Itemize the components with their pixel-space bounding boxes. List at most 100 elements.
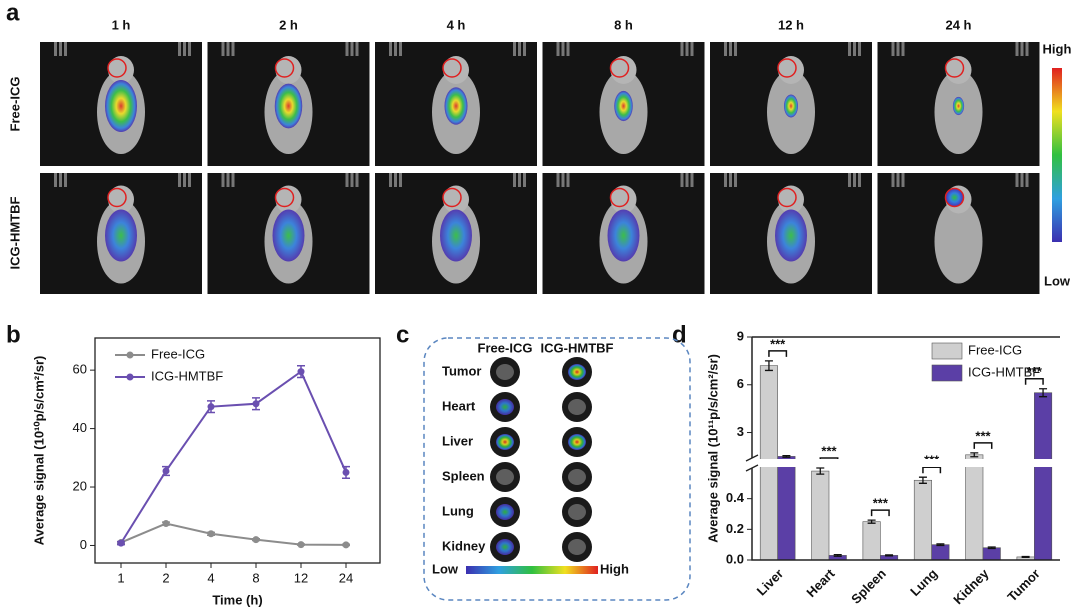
column-label: Free-ICG — [478, 340, 533, 355]
cage-bar — [901, 173, 905, 187]
colorbar-high: High — [600, 561, 629, 576]
error-bar — [1039, 388, 1048, 398]
x-tick-label: 1 — [117, 570, 124, 585]
organ — [496, 469, 514, 485]
data-point — [297, 541, 305, 549]
cage-bar — [685, 173, 689, 187]
signal — [444, 87, 468, 125]
cage-bar — [566, 42, 570, 56]
x-tick-label: 2 — [162, 570, 169, 585]
data-point — [297, 368, 305, 376]
organ-label: Lung — [442, 503, 474, 518]
cage-bar — [853, 173, 856, 187]
cage-bar — [891, 173, 895, 187]
cage-bar — [566, 173, 570, 187]
y-tick-label: 9 — [737, 328, 744, 343]
organ — [496, 504, 514, 520]
cage-bar — [724, 42, 727, 56]
cage-bar — [54, 173, 57, 187]
x-tick-label: Kidney — [950, 565, 992, 607]
time-label: 8 h — [614, 17, 633, 32]
bar — [965, 454, 984, 561]
y-axis-title: Average signal (10¹⁰p/s/cm²/sr) — [31, 356, 46, 546]
tumor-mark — [944, 58, 965, 78]
cage-bar — [848, 173, 851, 187]
mouse — [934, 199, 983, 284]
cage-bar — [178, 42, 181, 56]
error-bar — [918, 476, 927, 484]
significance-bracket — [922, 466, 942, 474]
axis-break — [746, 459, 1060, 467]
legend-marker — [126, 373, 134, 381]
y-axis-title: Average signal (10¹¹p/s/cm²/sr) — [705, 354, 720, 543]
significance-label: *** — [1027, 364, 1043, 379]
bar — [777, 456, 796, 561]
organ — [496, 364, 514, 380]
tumor-mark — [609, 58, 630, 78]
x-tick-label: Spleen — [848, 566, 889, 607]
y-tick-label: 3 — [737, 424, 744, 439]
signal — [105, 80, 137, 132]
error-bar — [987, 546, 996, 550]
cage-bar — [226, 173, 230, 187]
significance-label: *** — [821, 443, 837, 458]
x-tick-label: Tumor — [1004, 566, 1043, 605]
cage-bar — [1015, 173, 1019, 187]
tumor-mark — [107, 58, 127, 78]
tumor-mark — [442, 58, 462, 78]
cage-bar — [513, 173, 516, 187]
tumor-mark — [944, 187, 965, 208]
organ — [568, 504, 586, 520]
colorbar — [1052, 68, 1062, 242]
significance-label: *** — [975, 428, 991, 443]
series-line — [120, 522, 347, 546]
y-tick-label: 0 — [80, 537, 87, 552]
cage-bar — [518, 173, 521, 187]
cage-bar — [729, 42, 732, 56]
cage-bar — [858, 42, 861, 56]
legend-label: Free-ICG — [968, 342, 1022, 357]
cage-bar — [690, 173, 694, 187]
cage-bar — [853, 42, 856, 56]
error-bar — [867, 519, 876, 524]
signal — [272, 209, 305, 262]
time-label: 12 h — [778, 17, 804, 32]
legend-swatch — [931, 342, 963, 360]
x-tick-label: Lung — [907, 566, 940, 599]
cage-bar — [350, 173, 354, 187]
cage-bar — [188, 173, 191, 187]
colorbar-low: Low — [1044, 273, 1071, 288]
cage-bar — [513, 42, 516, 56]
cage-bar — [858, 173, 861, 187]
error-bar — [936, 543, 945, 547]
bar — [1034, 392, 1053, 561]
cage-bar — [734, 173, 737, 187]
y-tick-label: 0.2 — [726, 521, 744, 536]
cage-bar — [561, 173, 565, 187]
panel-label: b — [6, 321, 21, 348]
cage-bar — [901, 42, 905, 56]
legend-label: Free-ICG — [151, 346, 205, 361]
legend-swatch — [931, 364, 963, 382]
cage-bar — [221, 42, 225, 56]
plot-frame — [94, 337, 381, 564]
error-bar — [833, 553, 842, 557]
cage-bar — [355, 173, 359, 187]
x-tick-label: 4 — [207, 570, 214, 585]
cage-bar — [188, 42, 191, 56]
cage-bar — [394, 42, 397, 56]
significance-bracket — [768, 350, 788, 357]
x-tick-label: Heart — [803, 565, 838, 600]
series-line — [120, 370, 347, 544]
cage-bar — [345, 42, 349, 56]
bar — [982, 547, 1001, 561]
colorbar-low: Low — [432, 561, 459, 576]
cage-bar — [556, 173, 560, 187]
row-label: ICG-HMTBF — [7, 196, 22, 269]
y-tick-label: 6 — [737, 376, 744, 391]
cage-bar — [685, 42, 689, 56]
cage-bar — [231, 42, 235, 56]
time-label: 4 h — [447, 17, 466, 32]
significance-bracket — [973, 442, 993, 449]
